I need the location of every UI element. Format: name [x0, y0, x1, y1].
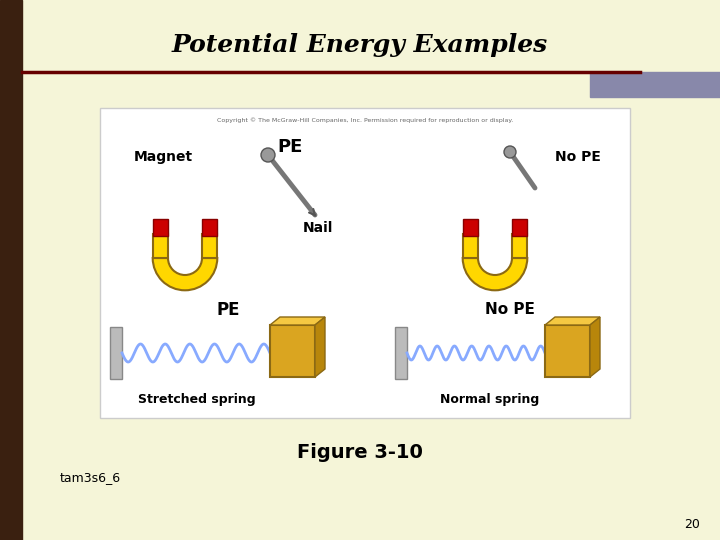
Text: Potential Energy Examples: Potential Energy Examples [172, 33, 548, 57]
Circle shape [504, 146, 516, 158]
Wedge shape [153, 258, 217, 291]
Wedge shape [463, 258, 527, 291]
Bar [0, 0, 22, 540]
Text: Magnet: Magnet [133, 150, 192, 164]
Text: Copyright © The McGraw-Hill Companies, Inc. Permission required for reproduction: Copyright © The McGraw-Hill Companies, I… [217, 117, 513, 123]
Text: PE: PE [216, 301, 240, 319]
Bar [512, 234, 527, 258]
Circle shape [261, 148, 275, 162]
Bar [202, 234, 217, 258]
Bar [463, 234, 478, 258]
Text: Nail: Nail [303, 221, 333, 235]
Text: PE: PE [277, 138, 302, 156]
Text: Stretched spring: Stretched spring [138, 394, 256, 407]
Polygon shape [545, 317, 600, 325]
FancyBboxPatch shape [100, 108, 630, 418]
Bar [512, 219, 527, 236]
Bar [545, 325, 590, 377]
Bar [153, 219, 168, 236]
Text: Normal spring: Normal spring [441, 394, 539, 407]
Bar [463, 219, 478, 236]
Text: Figure 3-10: Figure 3-10 [297, 443, 423, 462]
Text: tam3s6_6: tam3s6_6 [60, 471, 121, 484]
Text: No PE: No PE [485, 302, 535, 318]
Bar [590, 72, 720, 97]
Polygon shape [270, 317, 325, 325]
Bar [153, 234, 168, 258]
Polygon shape [315, 317, 325, 377]
FancyBboxPatch shape [395, 327, 407, 379]
Text: No PE: No PE [555, 150, 601, 164]
Bar [270, 325, 315, 377]
Text: 20: 20 [684, 518, 700, 531]
FancyBboxPatch shape [110, 327, 122, 379]
Polygon shape [590, 317, 600, 377]
Bar [202, 219, 217, 236]
